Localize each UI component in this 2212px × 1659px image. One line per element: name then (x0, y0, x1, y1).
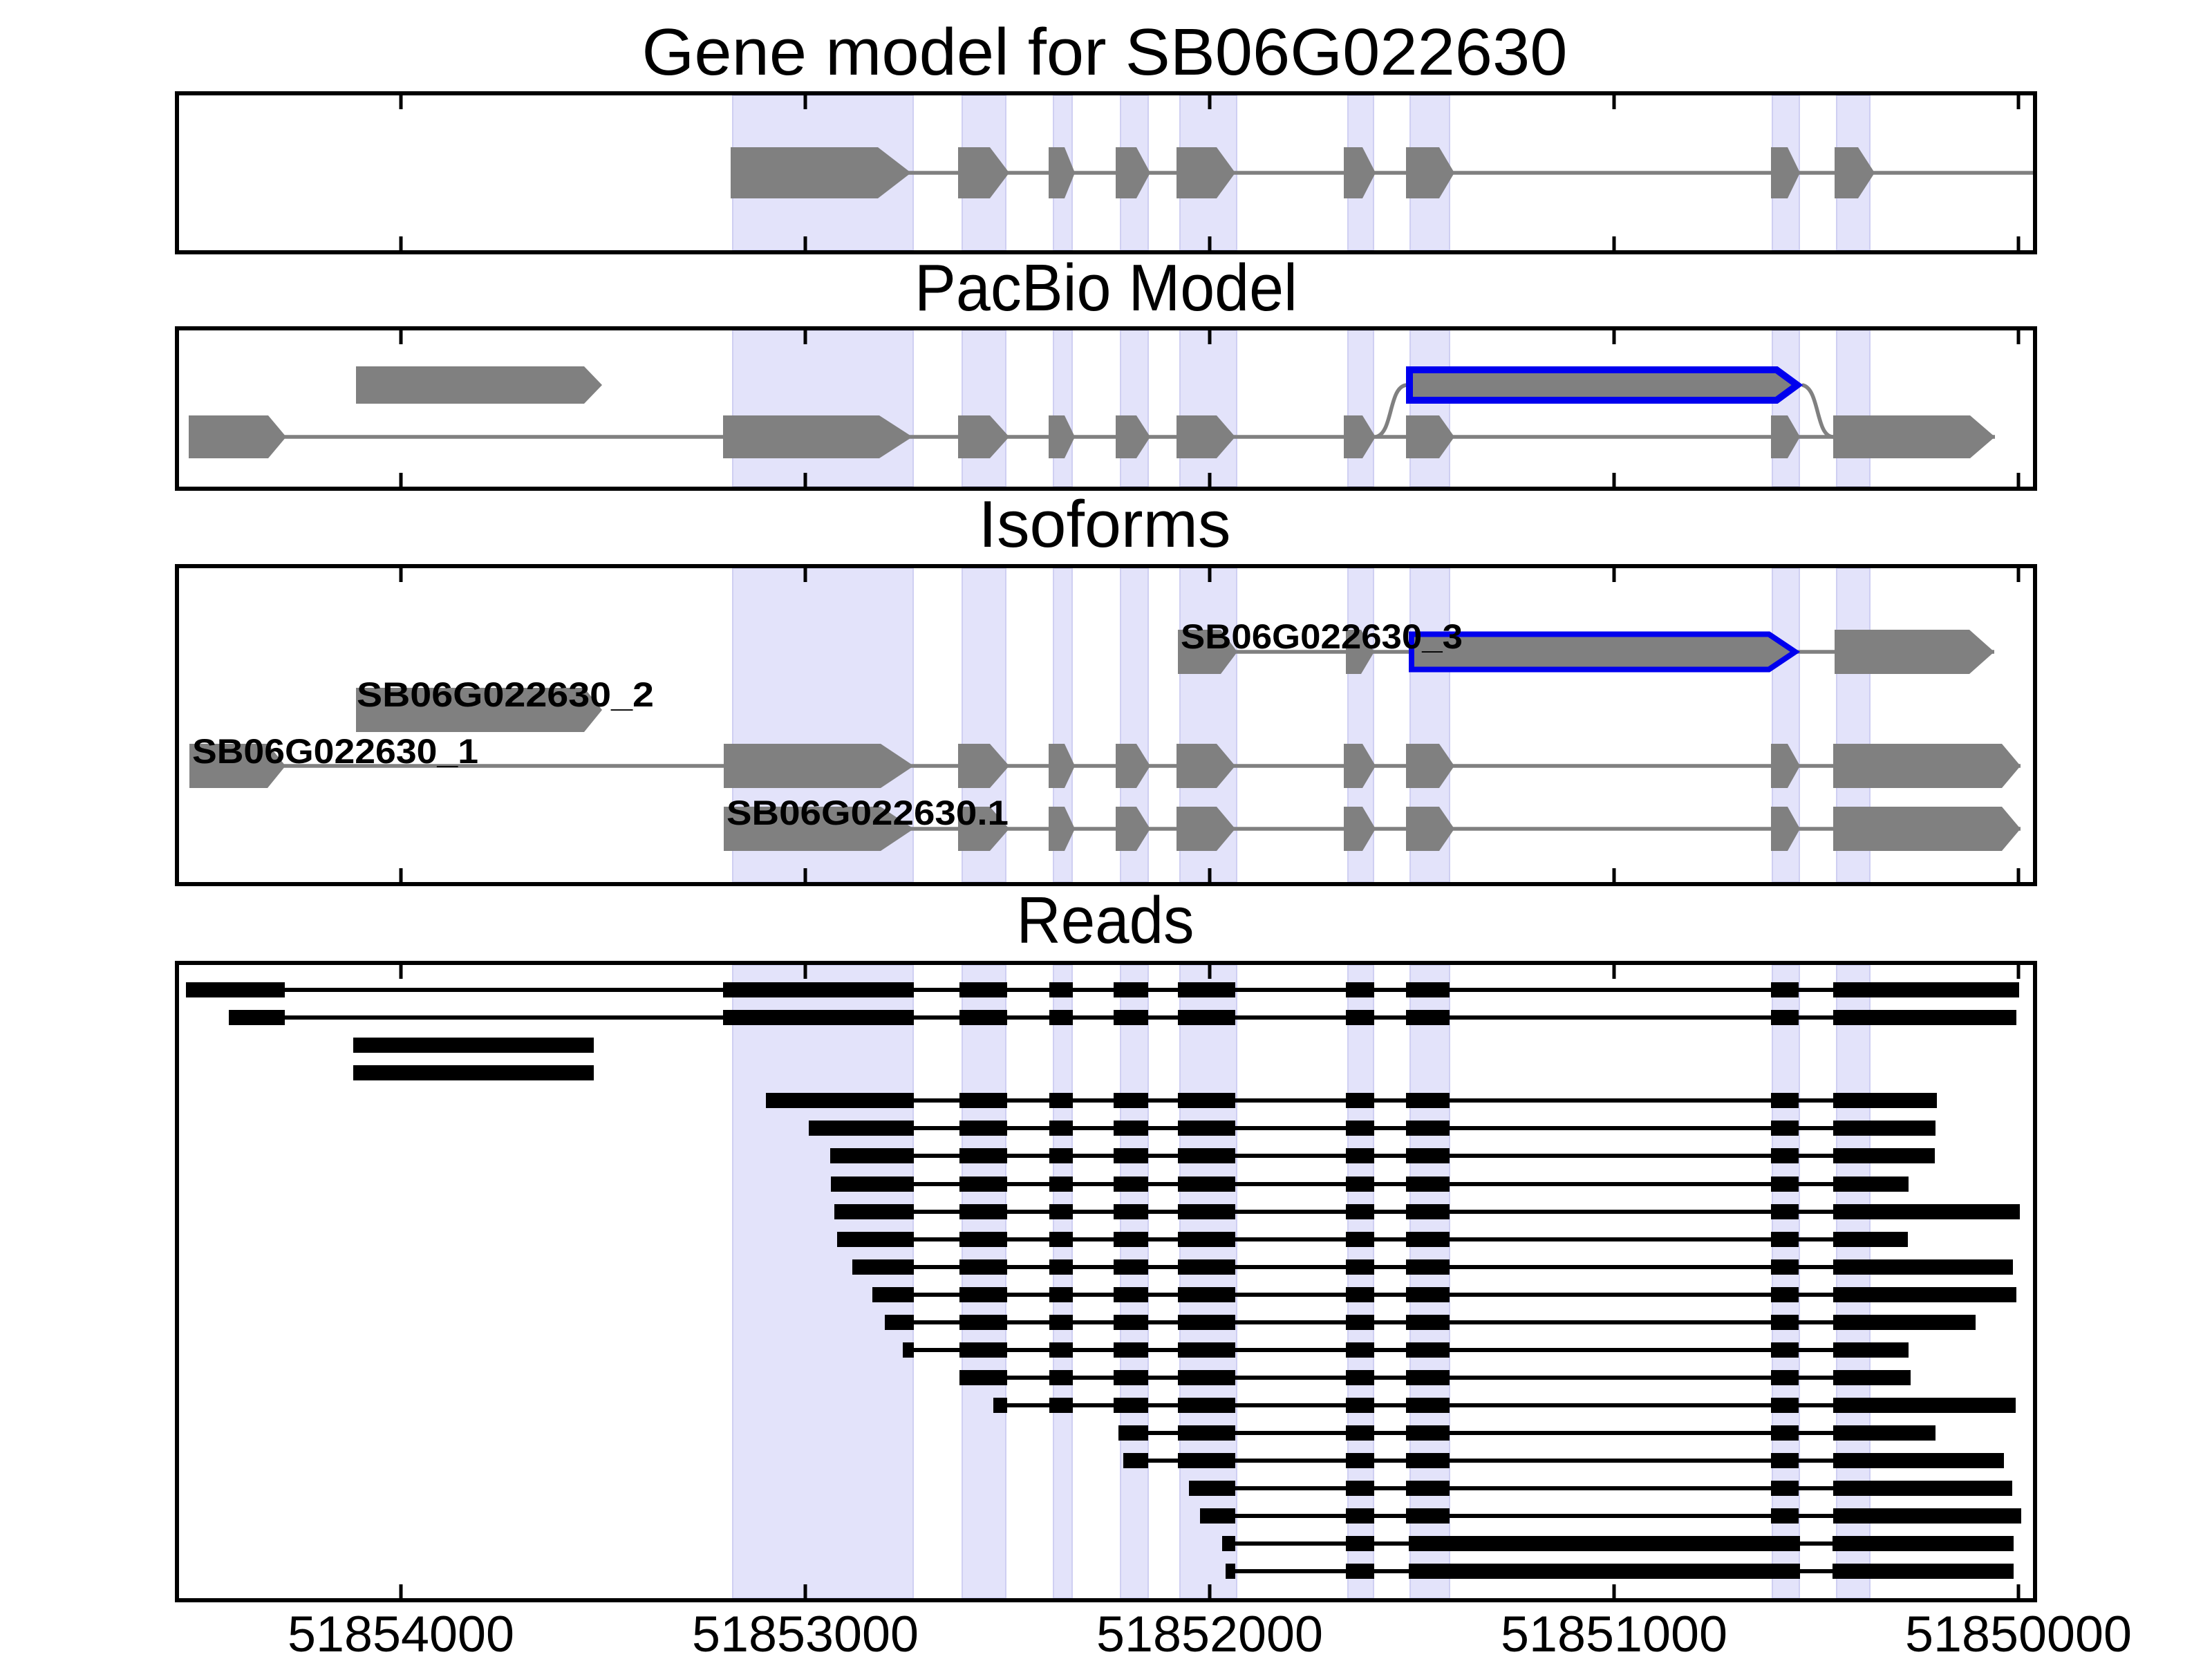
svg-text:SB06G022630.1: SB06G022630.1 (727, 794, 1009, 832)
svg-text:SB06G022630_3: SB06G022630_3 (1181, 617, 1463, 656)
svg-text:PacBio Model: PacBio Model (915, 251, 1297, 325)
svg-text:SB06G022630_2: SB06G022630_2 (357, 675, 654, 714)
svg-text:51854000: 51854000 (288, 1606, 514, 1659)
svg-text:51853000: 51853000 (692, 1606, 919, 1659)
svg-text:Gene model for SB06G022630: Gene model for SB06G022630 (642, 15, 1568, 89)
svg-text:Reads: Reads (1017, 883, 1194, 957)
svg-text:51850000: 51850000 (1905, 1606, 2132, 1659)
svg-text:51852000: 51852000 (1096, 1606, 1323, 1659)
svg-text:51851000: 51851000 (1501, 1606, 1727, 1659)
svg-text:SB06G022630_1: SB06G022630_1 (192, 732, 478, 771)
svg-text:Isoforms: Isoforms (979, 487, 1231, 561)
